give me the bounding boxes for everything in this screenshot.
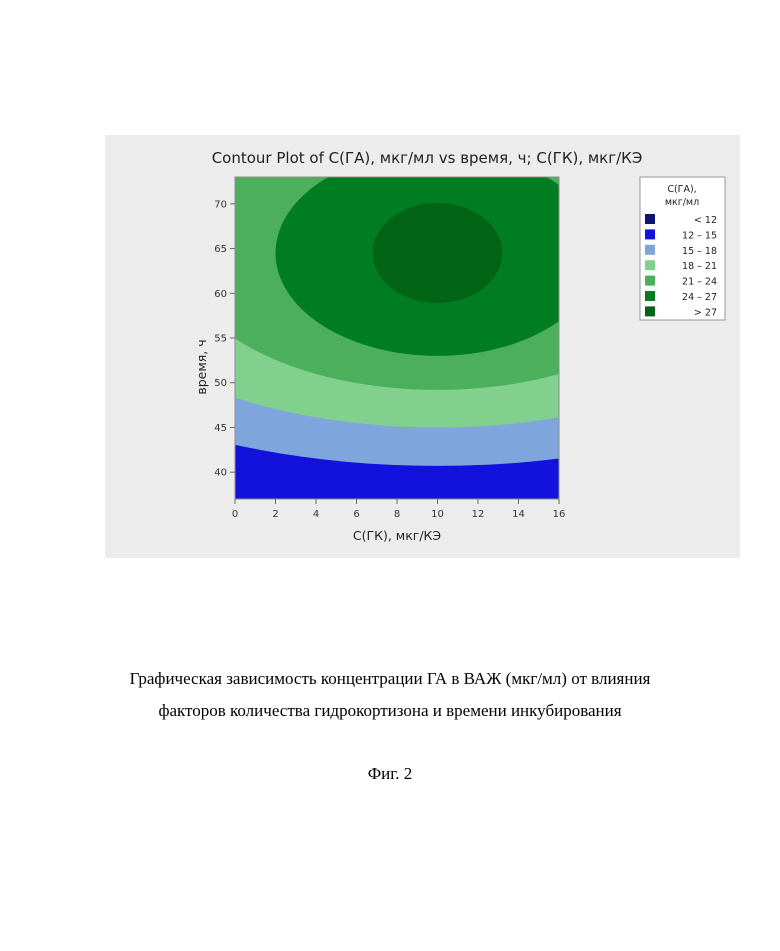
x-axis: 0 2 4 6 8 10 12 14 16	[232, 499, 566, 520]
y-tick-label: 45	[214, 423, 227, 434]
figure-caption-line-2: факторов количества гидрокортизона и вре…	[0, 701, 780, 721]
legend-label: > 27	[694, 307, 717, 318]
figure-number: Фиг. 2	[0, 764, 780, 784]
x-tick-label: 6	[353, 509, 359, 520]
x-tick-label: 14	[512, 509, 525, 520]
contour-chart: Contour Plot of С(ГА), мкг/мл vs время, …	[105, 135, 740, 558]
x-tick-label: 4	[313, 509, 319, 520]
contour-band-27	[373, 203, 503, 303]
chart-title: Contour Plot of С(ГА), мкг/мл vs время, …	[212, 149, 643, 167]
legend-swatch	[645, 260, 655, 270]
y-tick-label: 65	[214, 244, 227, 255]
x-axis-label: С(ГК), мкг/КЭ	[353, 528, 442, 543]
legend-swatch	[645, 276, 655, 286]
x-tick-label: 0	[232, 509, 238, 520]
legend-swatch	[645, 306, 655, 316]
y-tick-label: 40	[214, 468, 227, 479]
x-tick-label: 10	[431, 509, 444, 520]
legend-label: 18 – 21	[682, 261, 717, 272]
legend-label: 21 – 24	[682, 277, 717, 288]
figure-panel: Contour Plot of С(ГА), мкг/мл vs время, …	[105, 135, 740, 558]
y-axis: 40 45 50 55 60 65 70	[214, 199, 235, 478]
figure-caption-line-1: Графическая зависимость концентрации ГА …	[0, 669, 780, 689]
legend-label: 15 – 18	[682, 246, 717, 257]
y-tick-label: 55	[214, 334, 227, 345]
legend-swatch	[645, 291, 655, 301]
x-tick-label: 2	[272, 509, 278, 520]
y-tick-label: 50	[214, 378, 227, 389]
legend-title-line-2: мкг/мл	[665, 197, 699, 208]
x-tick-label: 12	[472, 509, 485, 520]
legend-label: 24 – 27	[682, 292, 717, 303]
legend: С(ГА), мкг/мл < 12 12 – 15 15 – 18 18 – 21 2…	[640, 177, 725, 320]
y-tick-label: 60	[214, 289, 227, 300]
legend-title-line-1: С(ГА),	[667, 184, 696, 195]
x-tick-label: 8	[394, 509, 400, 520]
legend-swatch	[645, 245, 655, 255]
legend-swatch	[645, 214, 655, 224]
legend-label: 12 – 15	[682, 230, 717, 241]
y-tick-label: 70	[214, 199, 227, 210]
y-axis-label: время, ч	[194, 339, 209, 394]
legend-swatch	[645, 229, 655, 239]
legend-label: < 12	[694, 215, 717, 226]
x-tick-label: 16	[553, 509, 566, 520]
